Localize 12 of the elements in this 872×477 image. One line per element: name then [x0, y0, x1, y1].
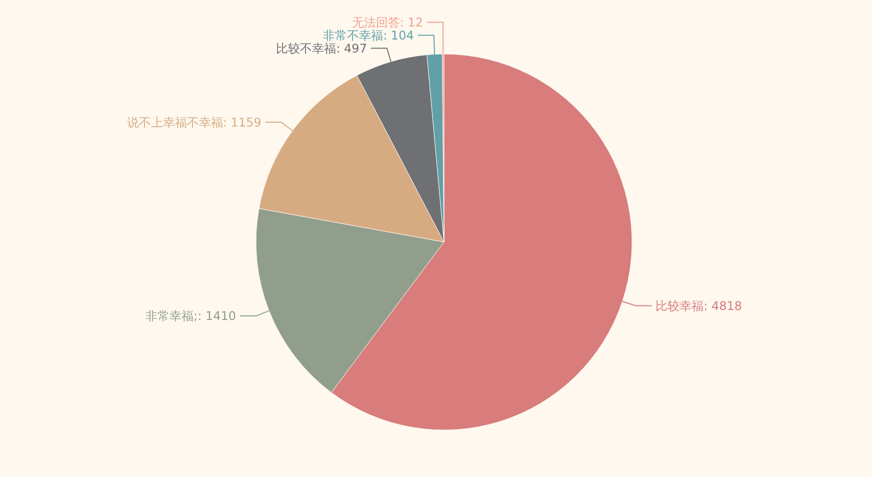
slice-label: 说不上幸福不幸福 — [126, 116, 223, 130]
slice-label: 非常幸福 — [146, 309, 194, 324]
data-label: : 1159 — [222, 116, 262, 130]
data-label: : 497 — [336, 41, 367, 56]
data-label: : 104 — [383, 28, 414, 42]
data-label: ;: 1410 — [194, 309, 236, 324]
slice-label: 非常不幸福 — [323, 28, 384, 42]
slice-label: 比较幸福 — [656, 298, 704, 313]
slice-label: 比较不幸福 — [276, 41, 336, 56]
data-label: : 12 — [400, 15, 424, 30]
slice-label: 无法回答 — [352, 15, 400, 30]
data-label: : 4818 — [704, 298, 742, 313]
